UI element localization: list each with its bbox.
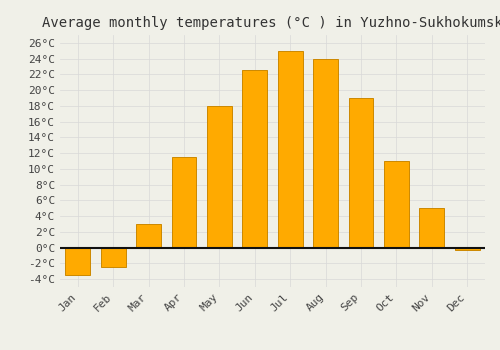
Bar (136, 224, 161, 248)
Bar (100, 248, 126, 267)
Bar (242, 70, 267, 248)
Bar (348, 98, 374, 248)
Bar (172, 157, 196, 248)
Title: Average monthly temperatures (°C ) in Yuzhno-Sukhokumsk: Average monthly temperatures (°C ) in Yu… (42, 16, 500, 30)
Bar (278, 51, 302, 248)
Bar (66, 248, 90, 275)
Bar (207, 106, 232, 248)
Bar (313, 58, 338, 248)
Bar (384, 161, 409, 248)
Bar (420, 208, 444, 248)
Bar (455, 248, 479, 250)
